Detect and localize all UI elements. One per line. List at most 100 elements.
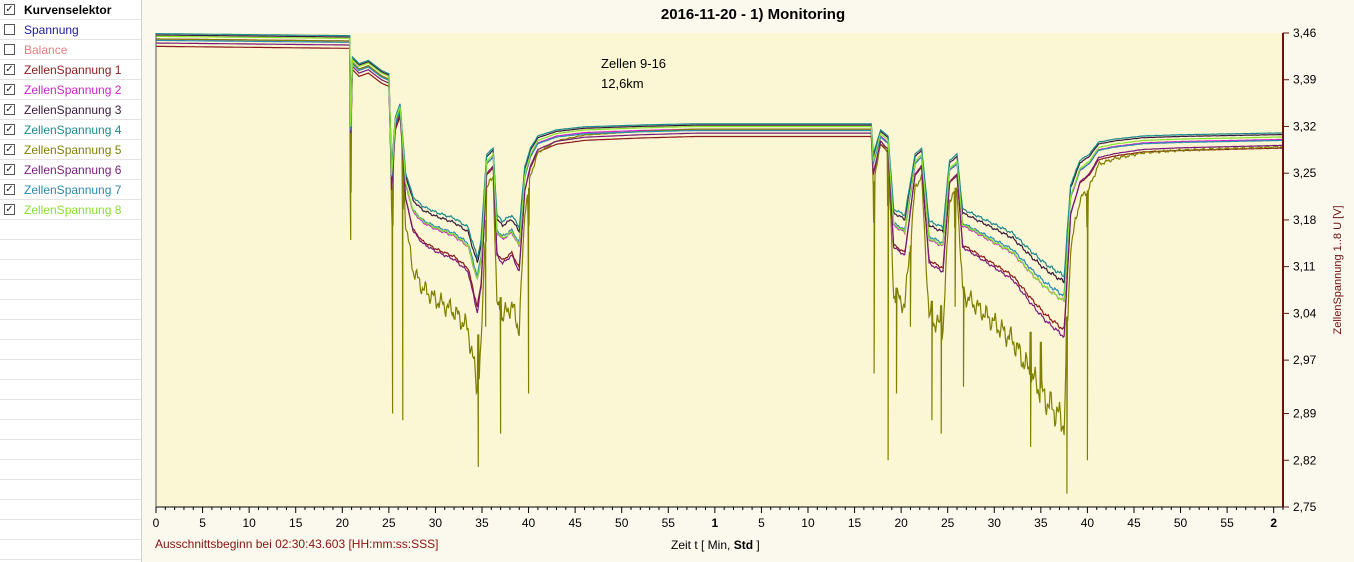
curve-item-label: ZellenSpannung 1 — [24, 63, 122, 77]
y-tick-label: 2,97 — [1293, 353, 1317, 367]
curve-item-6[interactable]: ✓ ZellenSpannung 4 — [0, 120, 141, 140]
x-tick-label: 0 — [153, 516, 160, 530]
x-axis-label-end: ] — [753, 538, 760, 552]
curve-selector-panel: ✓ Kurvenselektor Spannung Balance ✓ ZellenS… — [0, 0, 142, 562]
empty-row — [0, 320, 141, 340]
x-tick-label: 30 — [429, 516, 443, 530]
checkbox-checked-icon[interactable]: ✓ — [4, 164, 15, 175]
x-tick-label: 25 — [382, 516, 396, 530]
start-note: Ausschnittsbeginn bei 02:30:43.603 [HH:m… — [155, 537, 438, 551]
x-tick-label: 55 — [1220, 516, 1234, 530]
x-tick-label: 15 — [848, 516, 862, 530]
series-line-8 — [156, 35, 1284, 302]
checkbox-unchecked-icon[interactable] — [4, 24, 15, 35]
checkbox-checked-icon[interactable]: ✓ — [4, 184, 15, 195]
x-axis-label: Zeit t [ Min, Std ] — [671, 538, 760, 552]
checkbox-checked-icon[interactable]: ✓ — [4, 204, 15, 215]
chart: 2016-11-20 - 1) Monitoring 0 5 10 15 20 25 30 3… — [153, 6, 1344, 552]
empty-row — [0, 240, 141, 260]
y-tick-label: 2,82 — [1293, 453, 1317, 467]
curve-item-label: ZellenSpannung 8 — [24, 203, 122, 217]
chart-title: 2016-11-20 - 1) Monitoring — [661, 6, 845, 23]
curve-item-4[interactable]: ✓ ZellenSpannung 2 — [0, 80, 141, 100]
x-tick-label: 40 — [522, 516, 536, 530]
series-layer — [155, 33, 1284, 494]
annotation-line-1: Zellen 9-16 — [601, 56, 666, 71]
curve-item-label: Spannung — [24, 23, 79, 37]
checkbox-checked-icon[interactable]: ✓ — [4, 84, 15, 95]
x-tick-label: 25 — [941, 516, 955, 530]
x-tick-label: 15 — [289, 516, 303, 530]
y-axis-label: ZellenSpannung 1..8 U [V] — [1332, 205, 1344, 334]
annotation-line-2: 12,6km — [601, 76, 644, 91]
curve-item-label: ZellenSpannung 5 — [24, 143, 122, 157]
x-tick-label: 55 — [662, 516, 676, 530]
x-tick-label: 50 — [1174, 516, 1188, 530]
checkbox-checked-icon[interactable]: ✓ — [4, 144, 15, 155]
y-tick-label: 3,39 — [1293, 73, 1317, 87]
curve-item-label: Balance — [24, 43, 68, 57]
y-tick-label: 3,46 — [1293, 26, 1317, 40]
series-line-5 — [156, 38, 1284, 494]
y-tick-label: 2,75 — [1293, 500, 1317, 514]
empty-row — [0, 520, 141, 540]
x-tick-label: 5 — [758, 516, 765, 530]
empty-row — [0, 540, 141, 560]
x-tick-label: 5 — [199, 516, 206, 530]
x-tick-label: 20 — [336, 516, 350, 530]
x-tick-label: 10 — [242, 516, 256, 530]
checkbox-checked-icon[interactable]: ✓ — [4, 124, 15, 135]
empty-row — [0, 440, 141, 460]
empty-row — [0, 460, 141, 480]
checkbox-unchecked-icon[interactable] — [4, 44, 15, 55]
y-tick-label: 3,04 — [1293, 306, 1317, 320]
curve-item-9[interactable]: ✓ ZellenSpannung 7 — [0, 180, 141, 200]
y-tick-label: 3,18 — [1293, 213, 1317, 227]
series-line-6 — [156, 42, 1283, 339]
x-tick-label: 20 — [894, 516, 908, 530]
y-tick-label: 3,25 — [1293, 166, 1317, 180]
x-tick-label: 30 — [988, 516, 1002, 530]
curve-item-5[interactable]: ✓ ZellenSpannung 3 — [0, 100, 141, 120]
checkbox-checked-icon[interactable]: ✓ — [4, 64, 15, 75]
curve-item-3[interactable]: ✓ ZellenSpannung 1 — [0, 60, 141, 80]
plot-area[interactable] — [156, 33, 1283, 507]
curve-item-2[interactable]: Balance — [0, 40, 141, 60]
x-tick-label: 35 — [1034, 516, 1048, 530]
x-tick-label: 40 — [1081, 516, 1095, 530]
empty-row — [0, 280, 141, 300]
empty-row — [0, 220, 141, 240]
curve-item-label: ZellenSpannung 2 — [24, 83, 122, 97]
empty-row — [0, 360, 141, 380]
curve-item-8[interactable]: ✓ ZellenSpannung 6 — [0, 160, 141, 180]
series-line-7 — [155, 39, 1284, 297]
x-tick-label: 10 — [801, 516, 815, 530]
y-tick-label: 3,11 — [1293, 260, 1316, 274]
checkbox-icon[interactable]: ✓ — [4, 4, 15, 15]
curve-selector-header[interactable]: ✓ Kurvenselektor — [0, 0, 141, 20]
curve-item-label: ZellenSpannung 4 — [24, 123, 122, 137]
empty-row — [0, 260, 141, 280]
empty-row — [0, 500, 141, 520]
series-line-4 — [156, 33, 1283, 278]
empty-row — [0, 380, 141, 400]
curve-item-1[interactable]: Spannung — [0, 20, 141, 40]
checkbox-checked-icon[interactable]: ✓ — [4, 104, 15, 115]
x-tick-label: 35 — [475, 516, 489, 530]
x-tick-label: 2 — [1270, 516, 1277, 530]
curve-selector-title: Kurvenselektor — [24, 3, 112, 17]
curve-item-label: ZellenSpannung 3 — [24, 103, 122, 117]
x-tick-label: 50 — [615, 516, 629, 530]
x-tick-label: 1 — [711, 516, 718, 530]
series-line-3 — [156, 34, 1283, 284]
curve-item-7[interactable]: ✓ ZellenSpannung 5 — [0, 140, 141, 160]
x-tick-label: 45 — [1127, 516, 1141, 530]
empty-row — [0, 420, 141, 440]
empty-row — [0, 400, 141, 420]
y-tick-label: 3,32 — [1293, 119, 1317, 133]
y-tick-label: 2,89 — [1293, 407, 1317, 421]
curve-item-label: ZellenSpannung 7 — [24, 183, 122, 197]
curve-item-10[interactable]: ✓ ZellenSpannung 8 — [0, 200, 141, 220]
series-line-1 — [156, 45, 1284, 331]
x-axis-label-unit: Std — [734, 538, 753, 552]
